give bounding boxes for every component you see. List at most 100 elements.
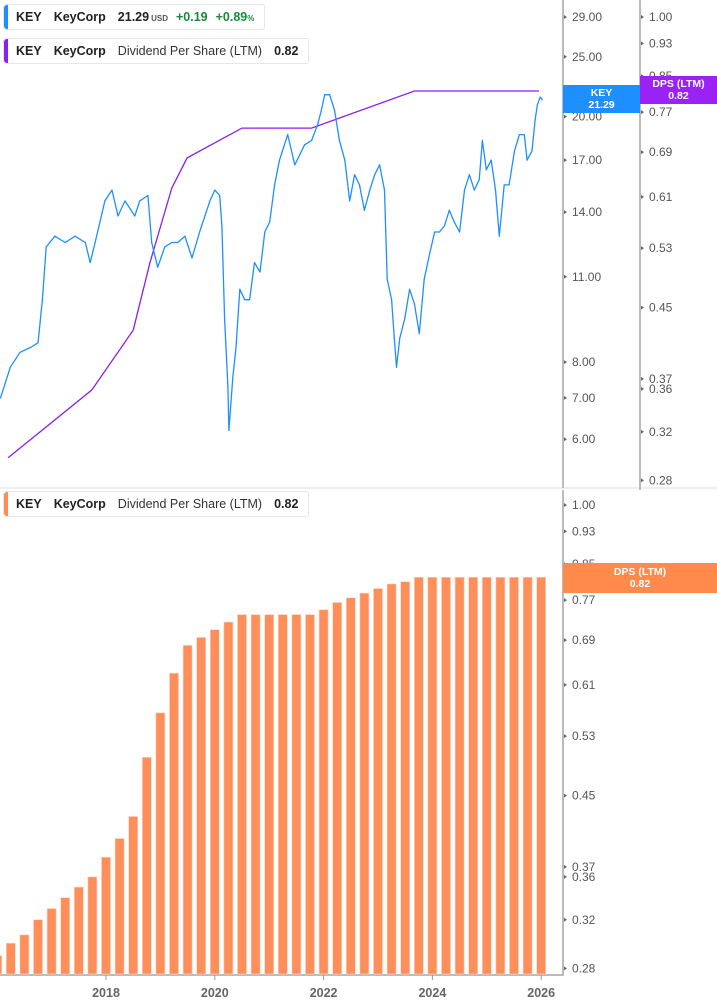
price-point	[223, 318, 226, 320]
price-point	[303, 144, 306, 146]
price-point	[235, 346, 237, 349]
dps-bar	[413, 576, 424, 975]
dps-bar	[0, 955, 2, 975]
price-point	[344, 159, 346, 161]
dps-bottom-tick-label: 0.61	[572, 678, 596, 692]
dps-bar	[196, 637, 206, 975]
price-point	[249, 299, 251, 301]
legend-metric: Dividend Per Share (LTM)	[117, 44, 263, 58]
legend-price[interactable]: KEY KeyCorp 21.29 USD +0.19 +0.89 %	[3, 4, 266, 30]
legend-change-pct: +0.89	[215, 10, 248, 24]
price-point	[413, 303, 416, 305]
legend-currency: USD	[151, 14, 168, 23]
price-point	[89, 261, 91, 264]
dps-bar	[386, 583, 397, 975]
price-point	[485, 169, 487, 171]
dps-bar	[522, 576, 533, 975]
dps-top-tick-label: 0.28	[649, 473, 673, 487]
dps-bar	[128, 816, 138, 975]
price-point	[526, 159, 528, 161]
x-tick-label: 2022	[310, 986, 338, 1000]
price-point	[503, 184, 505, 186]
price-flag-label: KEY	[590, 87, 613, 99]
dps-bottom-tick-label-mark	[564, 529, 567, 534]
price-point	[534, 118, 536, 120]
legend-company: KeyCorp	[53, 44, 106, 58]
legend-price-color	[4, 5, 8, 29]
dps-bar	[6, 942, 16, 975]
legend-symbol: KEY	[16, 10, 42, 24]
dps-bottom-tick-label-mark	[564, 598, 567, 603]
price-point	[423, 278, 425, 280]
dps-bar	[454, 576, 465, 975]
price-point	[19, 351, 21, 353]
price-point	[541, 99, 543, 101]
legend-metric-value: 0.82	[274, 497, 299, 511]
legend-company: KeyCorp	[53, 10, 106, 24]
dps-top-tick-label-mark	[641, 15, 644, 19]
dps-bottom-tick-label-mark	[564, 682, 567, 687]
price-point	[311, 139, 313, 141]
price-point	[383, 189, 386, 191]
dps-bar	[305, 614, 315, 975]
dps-top-tick-label-mark	[641, 246, 644, 251]
dps-top-tick-label-mark	[641, 386, 644, 391]
x-tick-label: 2020	[201, 986, 229, 1000]
price-point	[171, 241, 173, 244]
price-point	[41, 299, 43, 301]
price-point	[369, 189, 371, 191]
price-point	[490, 159, 492, 161]
price-point	[244, 299, 246, 301]
dps-bar	[481, 576, 492, 975]
price-point	[358, 184, 361, 186]
dps-top-tick-label-mark	[641, 305, 644, 310]
legend-metric-value: 0.82	[274, 44, 299, 58]
dps-top-tick-label: 0.69	[649, 145, 673, 159]
dps-bar	[441, 576, 451, 975]
dps-top-tick-label-mark	[641, 150, 644, 155]
price-point	[264, 231, 266, 233]
price-point	[253, 261, 256, 264]
price-point	[278, 159, 281, 161]
price-point	[111, 189, 113, 191]
dps-top-tick-label-mark	[641, 110, 644, 115]
price-point	[74, 235, 76, 237]
dps-top-tick-label: 0.36	[649, 382, 673, 396]
legend-dps-bottom[interactable]: KEY KeyCorp Dividend Per Share (LTM) 0.8…	[3, 491, 310, 517]
price-point	[84, 241, 86, 244]
dps-bottom-tick-label-mark	[564, 917, 567, 922]
dps-bar	[332, 602, 343, 975]
dps-bottom-flag-label: DPS (LTM)	[613, 566, 667, 578]
dps-top-tick-label: 0.61	[649, 190, 673, 204]
legend-symbol: KEY	[16, 44, 42, 58]
dps-bottom-tick-label: 0.93	[572, 524, 596, 538]
legend-metric: Dividend Per Share (LTM)	[117, 497, 263, 511]
dps-top-flag-value: 0.82	[668, 90, 689, 102]
dps-bar	[19, 934, 30, 975]
price-point	[139, 200, 141, 202]
legend-dps-top[interactable]: KEY KeyCorp Dividend Per Share (LTM) 0.8…	[3, 38, 310, 64]
dps-bar	[155, 712, 166, 975]
dps-bottom-tick-label-mark	[564, 874, 567, 879]
dps-bottom-tick-label-mark	[564, 638, 567, 643]
dps-bar	[169, 672, 179, 975]
price-point	[443, 225, 445, 227]
x-tick-label: 2018	[92, 986, 120, 1000]
dps-bar	[74, 886, 84, 975]
dps-bar	[237, 614, 247, 975]
price-point	[54, 235, 56, 237]
dps-bar	[277, 614, 288, 975]
price-point	[395, 366, 398, 368]
price-point	[459, 231, 461, 233]
dps-top-tick-label: 0.37	[649, 372, 673, 386]
price-point	[9, 366, 11, 368]
price-tick-label: 11.00	[572, 270, 601, 284]
price-point	[518, 133, 521, 136]
dps-bar	[468, 576, 479, 975]
dps-bottom-tick-label: 0.69	[572, 633, 596, 647]
price-point	[363, 209, 365, 211]
price-point	[37, 342, 39, 344]
dps-bottom-tick-label: 0.77	[572, 593, 596, 607]
dps-bar	[495, 576, 506, 975]
legend-symbol: KEY	[16, 497, 42, 511]
